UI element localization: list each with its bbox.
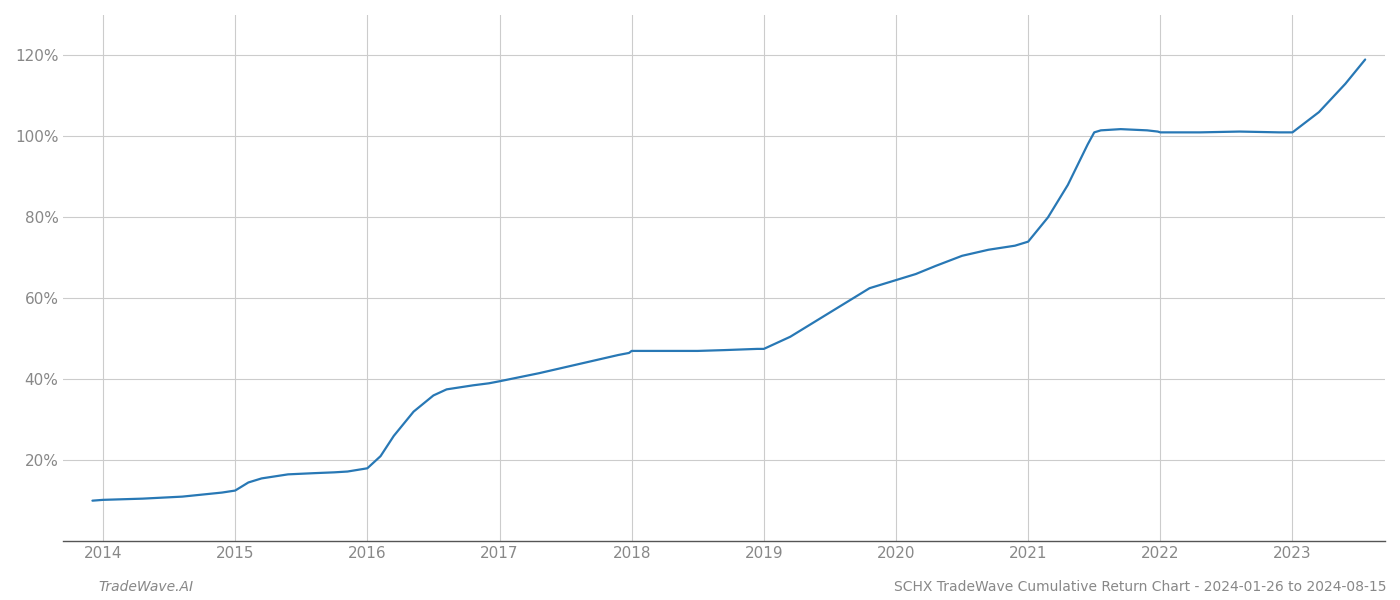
Text: SCHX TradeWave Cumulative Return Chart - 2024-01-26 to 2024-08-15: SCHX TradeWave Cumulative Return Chart -…	[893, 580, 1386, 594]
Text: TradeWave.AI: TradeWave.AI	[98, 580, 193, 594]
